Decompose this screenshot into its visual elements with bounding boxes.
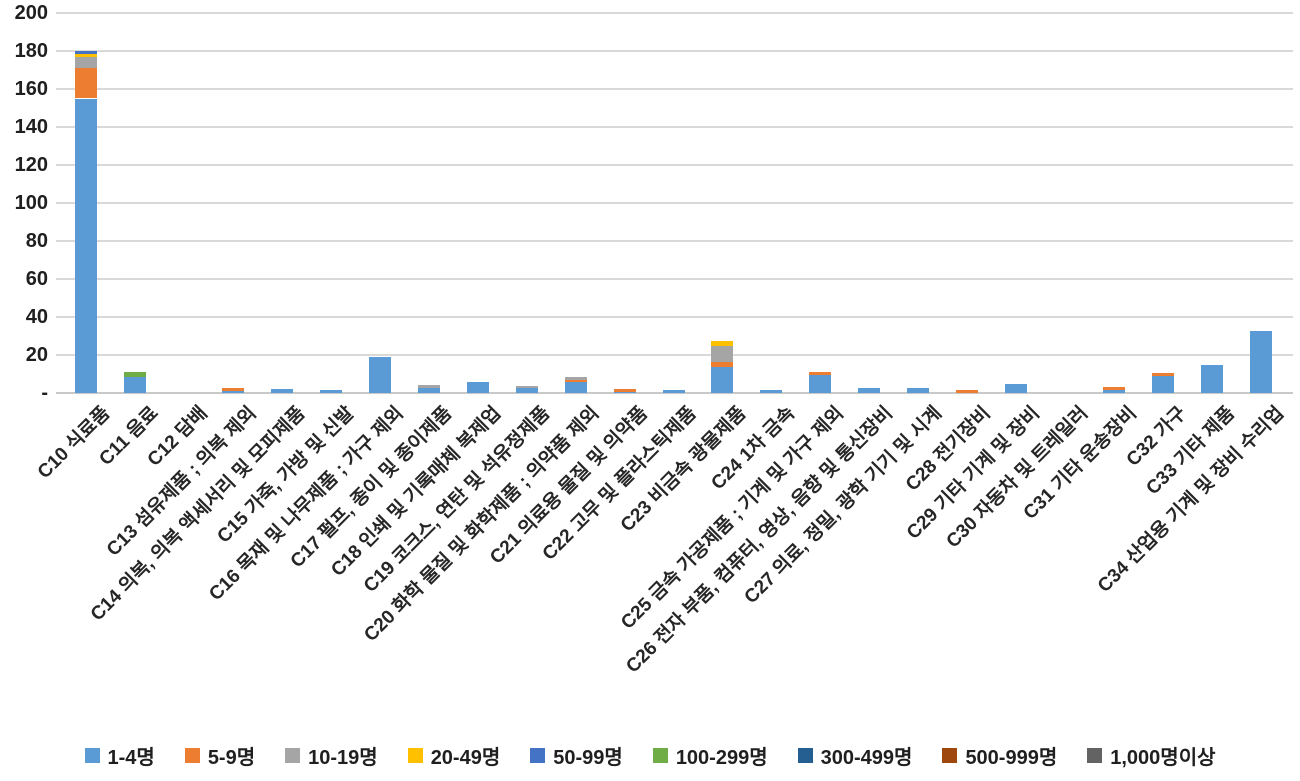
y-tick-label: 120 <box>14 154 48 176</box>
y-tick-label: 20 <box>25 344 48 366</box>
legend-item: 20-49명 <box>407 741 501 770</box>
legend-label: 5-9명 <box>207 746 256 769</box>
bar-segment <box>1102 387 1125 391</box>
y-gridline <box>56 240 1293 242</box>
bar-segment <box>515 386 538 389</box>
y-tick-label: 60 <box>25 268 48 290</box>
legend-label: 50-99명 <box>553 746 623 769</box>
legend-marker-icon <box>285 747 301 763</box>
legend-label: 1,000명이상 <box>1110 746 1216 769</box>
y-gridline <box>56 164 1293 166</box>
bar-segment <box>760 390 783 393</box>
bar-segment <box>1102 390 1125 393</box>
bar-segment <box>711 345 734 362</box>
bar-segment <box>124 376 147 393</box>
legend-marker-icon <box>530 747 546 763</box>
legend-marker-icon <box>84 747 100 763</box>
bar-segment <box>271 389 294 393</box>
bar-segment <box>320 390 343 393</box>
legend-label: 100-299명 <box>675 746 768 769</box>
legend-label: 300-499명 <box>820 746 913 769</box>
y-tick-label: - <box>41 382 48 404</box>
legend-marker-icon <box>184 747 200 763</box>
bar-segment <box>613 389 636 393</box>
legend-marker-icon <box>797 747 813 763</box>
bar-segment <box>809 374 832 393</box>
legend-item: 300-499명 <box>797 741 913 770</box>
legend-item: 1,000명이상 <box>1087 741 1216 770</box>
y-gridline <box>56 278 1293 280</box>
bar-segment <box>809 372 832 375</box>
legend-item: 10-19명 <box>285 741 378 770</box>
bar-segment <box>858 388 881 393</box>
bar-segment <box>222 388 245 392</box>
bar-segment <box>368 356 391 393</box>
bar-segment <box>907 388 930 393</box>
legend-item: 100-299명 <box>652 741 768 770</box>
bar-segment <box>662 390 685 393</box>
bar-segment <box>75 98 98 393</box>
legend-marker-icon <box>1087 747 1103 763</box>
y-tick-label: 140 <box>14 116 48 138</box>
legend-label: 10-19명 <box>308 746 378 769</box>
bar-segment <box>711 361 734 368</box>
bar-segment <box>515 388 538 393</box>
bar-segment <box>564 376 587 380</box>
bar-segment <box>1249 331 1272 393</box>
bar-segment <box>75 68 98 99</box>
bar-segment <box>1200 364 1223 393</box>
y-tick-label: 180 <box>14 40 48 62</box>
legend-label: 1-4명 <box>107 746 155 769</box>
bar-segment <box>222 391 245 393</box>
bar-segment <box>1151 373 1174 376</box>
bar-segment <box>75 51 98 54</box>
bar-segment <box>711 367 734 393</box>
bar-segment <box>711 340 734 346</box>
y-tick-label: 40 <box>25 306 48 328</box>
bar-segment <box>564 379 587 382</box>
y-gridline <box>56 316 1293 318</box>
bar-segment <box>75 56 98 69</box>
legend-item: 500-999명 <box>942 741 1057 770</box>
y-gridline <box>56 392 1293 394</box>
bar-segment <box>124 372 147 377</box>
bar-segment <box>1004 383 1027 393</box>
bar-segment <box>75 53 98 57</box>
y-tick-label: 200 <box>14 2 48 24</box>
y-tick-label: 80 <box>25 230 48 252</box>
legend-marker-icon <box>942 747 958 763</box>
legend-item: 1-4명 <box>84 741 155 770</box>
legend: 1-4명 5-9명 10-19명 20-49명 50-99명 100-299명 300-49… <box>40 737 1260 773</box>
legend-marker-icon <box>652 747 668 763</box>
y-gridline <box>56 88 1293 90</box>
bar-segment <box>1151 375 1174 393</box>
bar-segment <box>417 385 440 389</box>
y-tick-label: 100 <box>14 192 48 214</box>
bar-segment <box>417 388 440 393</box>
bar-segment <box>564 381 587 393</box>
bar-segment <box>466 381 489 393</box>
bar-segment <box>956 390 979 393</box>
y-gridline <box>56 126 1293 128</box>
x-axis-label: C10 식료품 <box>33 402 115 484</box>
legend-label: 500-999명 <box>965 746 1058 769</box>
y-gridline <box>56 202 1293 204</box>
y-gridline <box>56 50 1293 52</box>
legend-item: 5-9명 <box>184 741 256 770</box>
y-tick-label: 160 <box>14 78 48 100</box>
y-gridline <box>56 12 1293 14</box>
bar-segment <box>613 392 636 393</box>
legend-item: 50-99명 <box>530 741 623 770</box>
legend-label: 20-49명 <box>430 746 501 769</box>
y-gridline <box>56 354 1293 356</box>
legend-marker-icon <box>407 747 423 763</box>
